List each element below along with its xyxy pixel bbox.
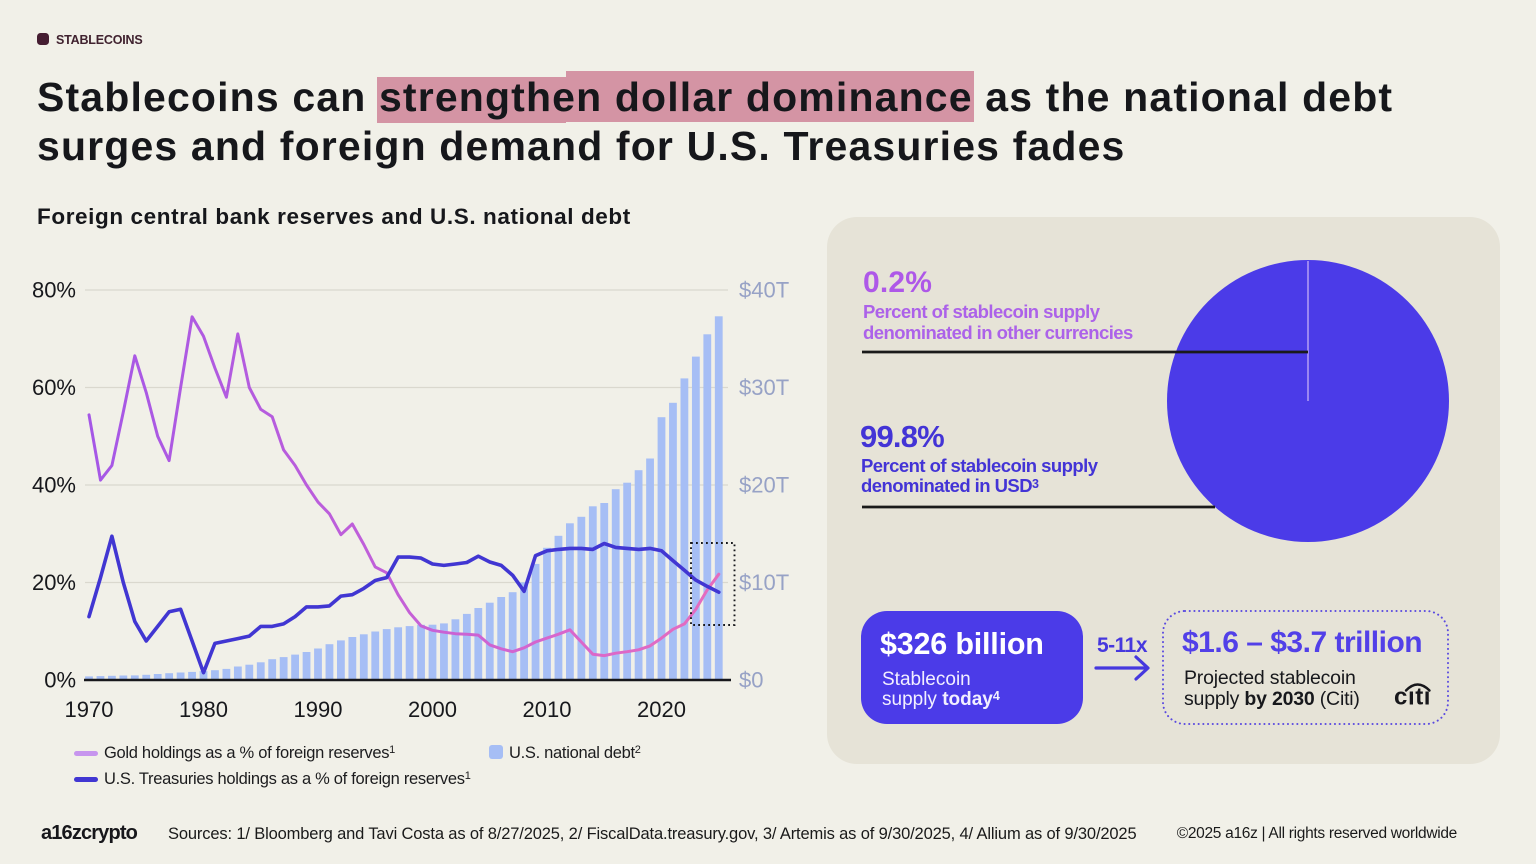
- svg-text:cıtı: cıtı: [1394, 684, 1431, 711]
- svg-text:$0: $0: [739, 668, 763, 693]
- svg-text:0%: 0%: [44, 668, 76, 693]
- svg-text:1970: 1970: [65, 697, 114, 722]
- svg-text:2010: 2010: [523, 697, 572, 722]
- svg-text:80%: 80%: [32, 278, 76, 303]
- svg-text:20%: 20%: [32, 570, 76, 595]
- svg-text:2020: 2020: [637, 697, 686, 722]
- svg-text:$30T: $30T: [739, 375, 789, 400]
- svg-text:60%: 60%: [32, 375, 76, 400]
- svg-text:1990: 1990: [294, 697, 343, 722]
- svg-text:2000: 2000: [408, 697, 457, 722]
- svg-text:$20T: $20T: [739, 473, 789, 498]
- svg-text:1980: 1980: [179, 697, 228, 722]
- svg-text:$40T: $40T: [739, 278, 789, 303]
- svg-text:40%: 40%: [32, 473, 76, 498]
- svg-text:$10T: $10T: [739, 570, 789, 595]
